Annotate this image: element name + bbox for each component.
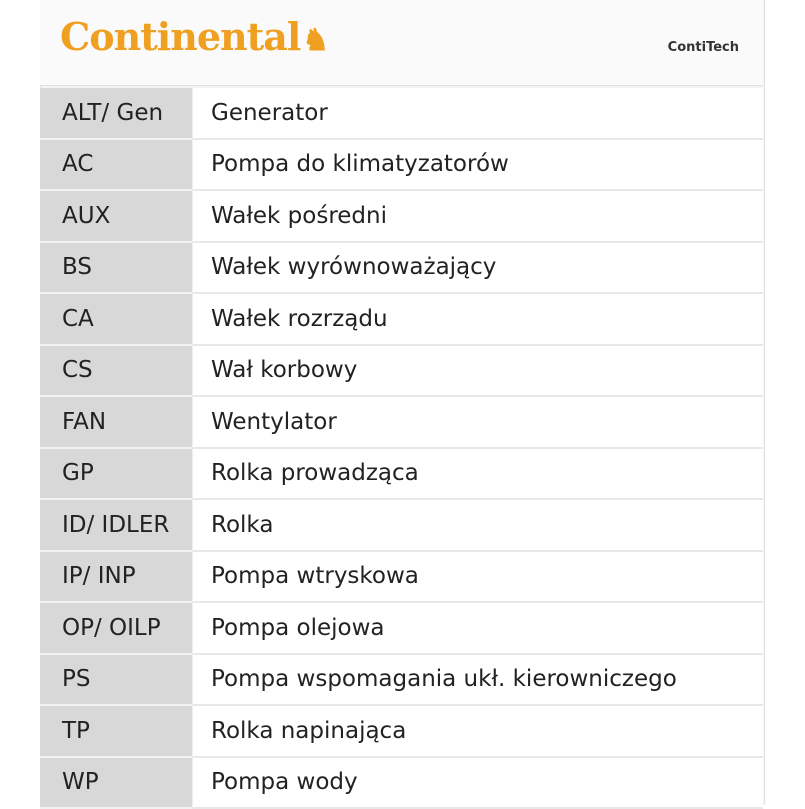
abbreviation-cell: CS (40, 346, 192, 398)
description-cell: Rolka napinająca (192, 706, 763, 758)
horse-icon: ♞ (302, 23, 328, 58)
abbreviation-cell: ALT/ Gen (40, 88, 192, 140)
description-cell: Pompa wody (192, 758, 763, 809)
abbreviation-cell: IP/ INP (40, 552, 192, 604)
description-cell: Rolka (192, 500, 763, 552)
description-cell: Wałek pośredni (192, 191, 763, 243)
description-cell: Pompa olejowa (192, 603, 763, 655)
abbreviation-cell: BS (40, 243, 192, 295)
description-cell: Generator (192, 88, 763, 140)
description-cell: Pompa wspomagania ukł. kierowniczego (192, 655, 763, 707)
description-cell: Wał korbowy (192, 346, 763, 398)
abbreviation-cell: AC (40, 140, 192, 192)
abbreviation-cell: OP/ OILP (40, 603, 192, 655)
description-cell: Wałek wyrównoważający (192, 243, 763, 295)
abbreviation-cell: ID/ IDLER (40, 500, 192, 552)
continental-logo: Continental♞ (60, 14, 328, 59)
abbreviation-cell: GP (40, 449, 192, 501)
description-cell: Rolka prowadząca (192, 449, 763, 501)
description-cell: Wentylator (192, 397, 763, 449)
abbreviation-cell: CA (40, 294, 192, 346)
abbreviation-cell: PS (40, 655, 192, 707)
description-cell: Wałek rozrządu (192, 294, 763, 346)
logo-text: Continental (60, 14, 300, 59)
header: Continental♞ ContiTech (40, 0, 763, 86)
description-cell: Pompa wtryskowa (192, 552, 763, 604)
contitech-label: ContiTech (668, 40, 739, 55)
abbreviation-cell: WP (40, 758, 192, 809)
abbreviation-cell: TP (40, 706, 192, 758)
abbreviation-cell: FAN (40, 397, 192, 449)
abbreviation-cell: AUX (40, 191, 192, 243)
description-cell: Pompa do klimatyzatorów (192, 140, 763, 192)
